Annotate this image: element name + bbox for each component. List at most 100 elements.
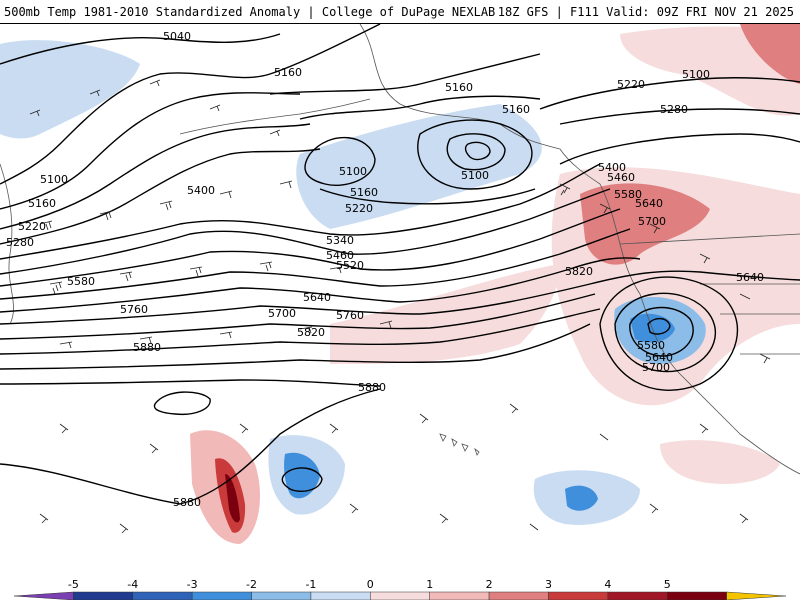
- contour-5760: [0, 308, 601, 355]
- contour-5280-east: [559, 108, 800, 125]
- contour-5100-gulf: [319, 188, 536, 205]
- colorbar-segment: [488, 591, 549, 600]
- contour-cutoff-mid: [614, 292, 716, 373]
- contour-5520: [0, 228, 631, 300]
- warm-anomaly-band: [330, 264, 560, 364]
- height-label: 5520: [336, 259, 364, 272]
- barb-row-4: [59, 320, 393, 349]
- height-label: 5040: [163, 30, 191, 43]
- height-label: 5820: [565, 265, 593, 278]
- barb-row-1: [29, 79, 281, 137]
- height-label: 5100: [40, 173, 68, 186]
- height-labels: 5040 5160 5160 5160 5220 5100 5100 5100 …: [6, 30, 764, 509]
- height-label: 5280: [660, 103, 688, 116]
- us-state-border: [700, 283, 800, 355]
- warm-anomaly-south-max: [225, 474, 240, 523]
- contour-5160-north: [269, 53, 541, 95]
- height-label: 5460: [607, 171, 635, 184]
- us-west-coast: [639, 293, 800, 475]
- colorbar-tick-label: 5: [664, 578, 671, 591]
- colorbar-tick-label: -1: [305, 578, 316, 591]
- colorbar-tick-label: -4: [127, 578, 138, 591]
- barb-row-east: [559, 183, 771, 364]
- height-label: 5880: [173, 496, 201, 509]
- colorbar-labels: -5 -4 -3 -2 -1 0 1 2 3 4 5: [68, 578, 671, 591]
- colorbar-segment: [726, 591, 787, 600]
- height-label: 5700: [268, 307, 296, 320]
- contour-5040: [0, 33, 281, 65]
- height-label: 5820: [297, 326, 325, 339]
- height-label: 5580: [637, 339, 665, 352]
- contour-5700: [0, 293, 596, 340]
- height-contours: [0, 24, 800, 505]
- height-label: 5640: [645, 351, 673, 364]
- colorbar-segments: [13, 591, 787, 600]
- contour-gulf-low-core: [464, 141, 491, 161]
- height-label: 5640: [736, 271, 764, 284]
- contour-cutoff-inner: [629, 306, 694, 357]
- colorbar-tick-label: 2: [486, 578, 493, 591]
- contour-5400: [0, 188, 611, 275]
- colorbar-tick-label: -3: [187, 578, 198, 591]
- colorbar-segment: [666, 591, 727, 600]
- contour-5820: [0, 323, 591, 370]
- colorbar-segment: [429, 591, 490, 600]
- warm-anomaly-ne-corner: [740, 24, 800, 84]
- height-label: 5880: [358, 381, 386, 394]
- height-label: 5580: [614, 188, 642, 201]
- height-label: 5460: [326, 249, 354, 262]
- colorbar-segment: [251, 591, 312, 600]
- height-label: 5400: [187, 184, 215, 197]
- contour-5160-gulf: [299, 95, 541, 120]
- contour-central-pacific-low: [281, 467, 323, 492]
- height-label: 5100: [682, 68, 710, 81]
- colorbar-segment: [73, 591, 134, 600]
- warm-anomaly-far-east: [660, 440, 780, 484]
- height-label: 5760: [120, 303, 148, 316]
- height-label: 5160: [28, 197, 56, 210]
- cold-anomaly-gulf: [296, 104, 542, 229]
- barb-row-2: [39, 180, 293, 231]
- colorbar-tick-label: 4: [604, 578, 611, 591]
- contour-5100: [0, 24, 381, 185]
- height-label: 5160: [502, 103, 530, 116]
- height-label: 5880: [133, 341, 161, 354]
- anomaly-shading: [0, 24, 800, 544]
- colorbar-segment: [13, 591, 74, 600]
- height-label: 5640: [303, 291, 331, 304]
- contour-east-ridge: [559, 133, 800, 165]
- cold-anomaly-east-core: [565, 485, 598, 511]
- contour-gulf-low-inner: [446, 133, 506, 171]
- weather-map: 5040 5160 5160 5160 5220 5100 5100 5100 …: [0, 24, 800, 576]
- contour-5220-west: [0, 123, 311, 230]
- height-label: 5760: [336, 309, 364, 322]
- height-label: 5160: [350, 186, 378, 199]
- height-label: 5400: [598, 161, 626, 174]
- wind-barbs: [29, 79, 771, 534]
- contour-cutoff-outer: [599, 276, 739, 391]
- height-label: 5100: [339, 165, 367, 178]
- height-label: 5700: [638, 215, 666, 228]
- height-label: 5280: [6, 236, 34, 249]
- contour-5460: [0, 208, 621, 287]
- model-valid-time: 18Z GFS | F111 Valid: 09Z FRI NOV 21 202…: [497, 5, 794, 19]
- aleutian-chain: [179, 98, 371, 135]
- contour-5340: [0, 163, 601, 260]
- contour-5160-west: [0, 92, 301, 210]
- contour-cutoff-core: [647, 317, 671, 335]
- warm-anomaly-pnw: [580, 183, 710, 265]
- anomaly-colorbar: -5 -4 -3 -2 -1 0 1 2 3 4 5: [13, 578, 787, 600]
- height-label: 5220: [18, 220, 46, 233]
- height-label: 5640: [635, 197, 663, 210]
- contour-5640: [0, 270, 800, 325]
- hawaii-islands: [439, 433, 480, 456]
- map-title: 500mb Temp 1981-2010 Standardized Anomal…: [4, 5, 496, 19]
- asia-coast: [0, 163, 14, 325]
- colorbar-tick-label: -5: [68, 578, 79, 591]
- contour-5880-south: [0, 388, 381, 505]
- colorbar-segment: [548, 591, 609, 600]
- barb-row-5: [59, 403, 709, 454]
- colorbar-segment: [607, 591, 668, 600]
- height-label: 5340: [326, 234, 354, 247]
- cold-anomaly-central-core: [284, 452, 320, 499]
